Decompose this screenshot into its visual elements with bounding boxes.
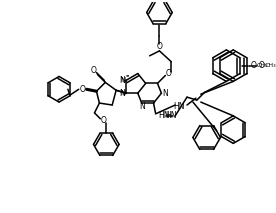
Text: O: O bbox=[100, 116, 106, 125]
Text: O: O bbox=[91, 66, 96, 75]
Text: N: N bbox=[139, 102, 145, 111]
Text: N: N bbox=[163, 89, 168, 98]
Text: HN: HN bbox=[173, 102, 185, 111]
Text: HN: HN bbox=[166, 111, 177, 120]
Text: O: O bbox=[156, 42, 162, 52]
Text: O: O bbox=[259, 61, 265, 70]
Text: CH₃: CH₃ bbox=[257, 63, 269, 68]
Text: O: O bbox=[251, 61, 257, 70]
Text: O: O bbox=[165, 69, 171, 78]
Text: HN: HN bbox=[158, 111, 170, 120]
Text: N: N bbox=[119, 89, 125, 98]
Text: N: N bbox=[120, 90, 126, 96]
Text: N: N bbox=[120, 77, 126, 83]
Text: N: N bbox=[119, 76, 125, 85]
Text: O: O bbox=[80, 85, 86, 94]
Text: CH₃: CH₃ bbox=[265, 63, 276, 68]
Text: ≡: ≡ bbox=[125, 73, 129, 78]
